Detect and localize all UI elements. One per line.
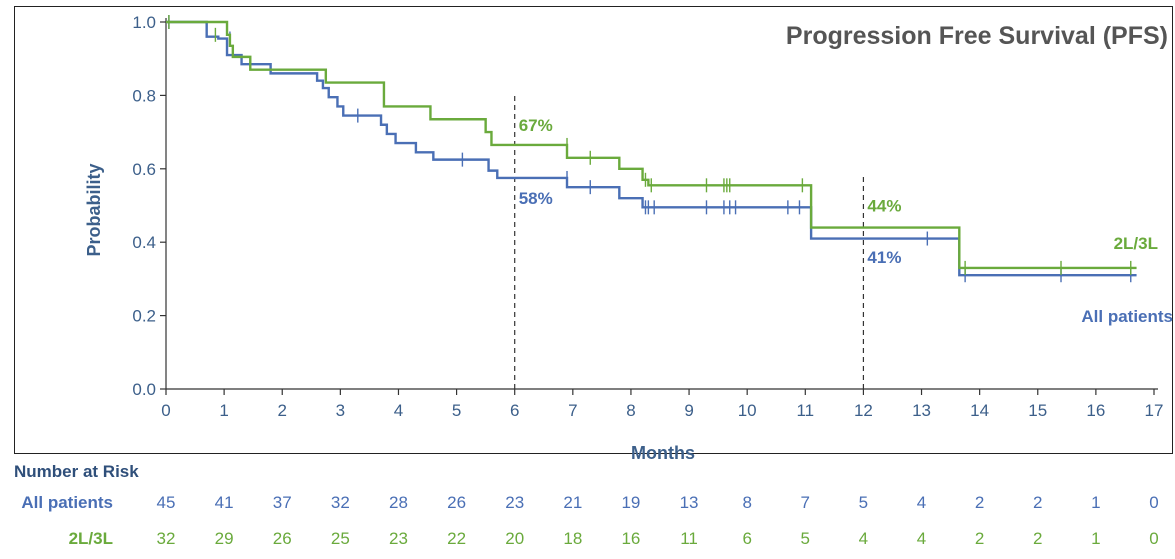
x-tick-label: 11 bbox=[796, 401, 814, 420]
x-tick-label: 10 bbox=[738, 401, 757, 420]
x-tick-label: 9 bbox=[684, 401, 693, 420]
x-tick-label: 4 bbox=[394, 401, 403, 420]
y-tick-label: 0.4 bbox=[132, 233, 156, 252]
risk-value: 32 bbox=[331, 493, 350, 512]
x-tick-label: 17 bbox=[1145, 401, 1164, 420]
annotation-41pct: 41% bbox=[867, 248, 901, 267]
x-tick-label: 14 bbox=[970, 401, 989, 420]
x-tick-label: 16 bbox=[1086, 401, 1105, 420]
risk-value: 19 bbox=[621, 493, 640, 512]
y-tick-label: 0.2 bbox=[132, 307, 156, 326]
risk-value: 5 bbox=[859, 493, 868, 512]
y-axis-label: Probability bbox=[84, 163, 104, 256]
x-tick-label: 15 bbox=[1028, 401, 1047, 420]
risk-value: 20 bbox=[505, 529, 524, 548]
risk-value: 2 bbox=[1033, 493, 1042, 512]
annotation-58pct: 58% bbox=[519, 189, 553, 208]
risk-value: 5 bbox=[801, 529, 810, 548]
risk-value: 1 bbox=[1091, 493, 1100, 512]
x-tick-label: 1 bbox=[219, 401, 228, 420]
series-line-2l-3l bbox=[166, 20, 1137, 270]
annotation-44pct: 44% bbox=[867, 197, 901, 216]
risk-value: 2 bbox=[1033, 529, 1042, 548]
x-tick-label: 0 bbox=[161, 401, 170, 420]
risk-value: 23 bbox=[389, 529, 408, 548]
risk-value: 32 bbox=[157, 529, 176, 548]
risk-value: 4 bbox=[917, 529, 926, 548]
risk-value: 7 bbox=[801, 493, 810, 512]
risk-value: 26 bbox=[273, 529, 292, 548]
risk-value: 2 bbox=[975, 529, 984, 548]
risk-value: 25 bbox=[331, 529, 350, 548]
risk-value: 11 bbox=[680, 529, 698, 548]
series-label-2l-3l: 2L/3L bbox=[1114, 234, 1158, 253]
x-tick-label: 13 bbox=[912, 401, 931, 420]
risk-value: 29 bbox=[215, 529, 234, 548]
risk-value: 45 bbox=[157, 493, 176, 512]
x-tick-label: 12 bbox=[854, 401, 873, 420]
x-tick-label: 7 bbox=[568, 401, 577, 420]
x-axis-label: Months bbox=[631, 443, 695, 463]
risk-value: 1 bbox=[1091, 529, 1100, 548]
x-tick-label: 6 bbox=[510, 401, 519, 420]
risk-value: 4 bbox=[917, 493, 926, 512]
number-at-risk-header: Number at Risk bbox=[14, 462, 139, 481]
risk-value: 2 bbox=[975, 493, 984, 512]
risk-value: 22 bbox=[447, 529, 466, 548]
risk-row-label: All patients bbox=[21, 493, 113, 512]
y-tick-label: 1.0 bbox=[132, 13, 156, 32]
x-tick-label: 8 bbox=[626, 401, 635, 420]
x-tick-label: 3 bbox=[336, 401, 345, 420]
chart-frame bbox=[14, 6, 1173, 454]
risk-value: 6 bbox=[742, 529, 751, 548]
risk-value: 4 bbox=[859, 529, 868, 548]
series-label-all-patients: All patients bbox=[1081, 307, 1173, 326]
risk-value: 41 bbox=[215, 493, 234, 512]
risk-value: 21 bbox=[563, 493, 582, 512]
series-line-all-patients bbox=[166, 20, 1137, 277]
risk-value: 18 bbox=[563, 529, 582, 548]
y-tick-label: 0.0 bbox=[132, 380, 156, 399]
risk-row-label: 2L/3L bbox=[69, 529, 113, 548]
risk-value: 0 bbox=[1149, 493, 1158, 512]
y-tick-label: 0.6 bbox=[132, 160, 156, 179]
annotation-67pct: 67% bbox=[519, 116, 553, 135]
risk-value: 26 bbox=[447, 493, 466, 512]
risk-value: 8 bbox=[742, 493, 751, 512]
risk-value: 13 bbox=[680, 493, 699, 512]
risk-value: 28 bbox=[389, 493, 408, 512]
x-tick-label: 2 bbox=[278, 401, 287, 420]
risk-value: 16 bbox=[621, 529, 640, 548]
risk-value: 0 bbox=[1149, 529, 1158, 548]
chart-title: Progression Free Survival (PFS) bbox=[786, 22, 1168, 50]
risk-value: 23 bbox=[505, 493, 524, 512]
x-tick-label: 5 bbox=[452, 401, 461, 420]
y-tick-label: 0.8 bbox=[132, 86, 156, 105]
risk-value: 37 bbox=[273, 493, 292, 512]
